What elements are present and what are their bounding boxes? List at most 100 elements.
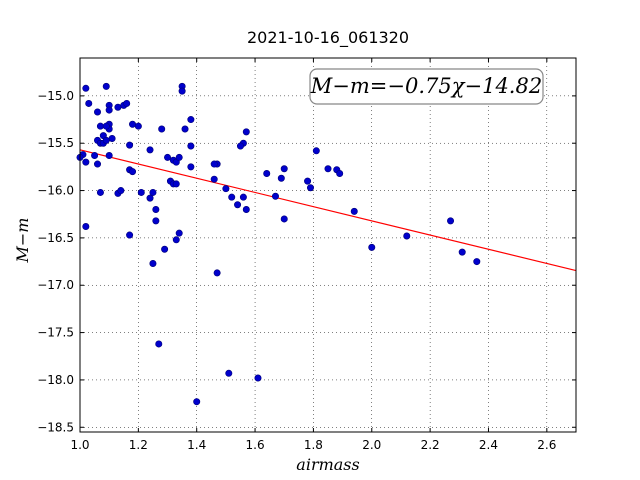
scatter-point: [225, 369, 233, 377]
y-tick-label: −18.0: [37, 373, 74, 387]
scatter-point: [82, 223, 90, 231]
scatter-point: [129, 120, 137, 128]
scatter-point: [187, 142, 195, 150]
scatter-point: [277, 174, 285, 182]
y-axis-ticks: −15.0 −15.5 −16.0 −16.5 −17.0 −17.5 −18.0 −18.5: [37, 89, 576, 434]
scatter-point: [108, 134, 116, 142]
fit-annotation: M−m=−0.75χ−14.82: [309, 68, 544, 105]
scatter-point: [304, 177, 312, 185]
scatter-point: [96, 188, 104, 196]
scatter-point: [82, 158, 90, 166]
scatter-point: [213, 269, 221, 277]
scatter-point: [161, 245, 169, 253]
scatter-point: [105, 106, 113, 114]
scatter-point: [187, 163, 195, 171]
scatter-point: [102, 136, 110, 144]
x-tick-label: 1.4: [187, 438, 206, 452]
scatter-point: [368, 243, 376, 251]
scatter-point: [94, 108, 102, 116]
scatter-point: [126, 141, 134, 149]
scatter-point: [181, 125, 189, 133]
scatter-point: [193, 398, 201, 406]
x-tick-label: 2.2: [421, 438, 440, 452]
scatter-point: [91, 152, 99, 160]
scatter-point: [137, 188, 145, 196]
scatter-point: [94, 160, 102, 168]
scatter-point: [280, 215, 288, 223]
scatter-point: [236, 142, 244, 150]
x-tick-label: 2.0: [362, 438, 381, 452]
scatter-point: [102, 122, 110, 130]
scatter-point: [178, 87, 186, 95]
scatter-point: [254, 374, 262, 382]
scatter-point: [306, 184, 314, 192]
scatter-point: [82, 84, 90, 92]
scatter-point: [164, 153, 172, 161]
scatter-point: [102, 82, 110, 90]
x-tick-label: 1.8: [304, 438, 323, 452]
y-tick-label: −16.0: [37, 184, 74, 198]
scatter-point: [350, 207, 358, 215]
x-tick-label: 1.6: [246, 438, 265, 452]
scatter-point: [155, 340, 163, 348]
y-tick-label: −17.0: [37, 278, 74, 292]
y-tick-label: −17.5: [37, 326, 74, 340]
chart-title: 2021-10-16_061320: [247, 28, 409, 48]
scatter-point: [458, 248, 466, 256]
scatter-point: [126, 231, 134, 239]
y-tick-label: −15.0: [37, 89, 74, 103]
scatter-point: [172, 236, 180, 244]
x-tick-label: 1.0: [70, 438, 89, 452]
annotation-text: M−m=−0.75χ−14.82: [310, 74, 542, 98]
y-axis-label: M−m: [13, 218, 32, 264]
scatter-point: [172, 180, 180, 188]
y-tick-label: −15.5: [37, 136, 74, 150]
scatter-point: [234, 201, 242, 209]
data-points: [76, 82, 481, 406]
scatter-point: [271, 192, 279, 200]
scatter-point: [146, 194, 154, 202]
scatter-point: [228, 193, 236, 201]
scatter-point: [134, 122, 142, 130]
scatter-point: [85, 99, 93, 107]
scatter-point: [187, 116, 195, 124]
scatter-point: [242, 205, 250, 213]
scatter-point: [336, 170, 344, 178]
scatter-point: [114, 103, 122, 111]
scatter-point: [129, 168, 137, 176]
scatter-point: [210, 175, 218, 183]
scatter-point: [152, 217, 160, 225]
scatter-point: [117, 187, 125, 195]
x-axis-ticks: 1.0 1.2 1.4 1.6 1.8 2.0 2.2 2.4 2.6: [70, 58, 556, 452]
scatter-point: [210, 160, 218, 168]
scatter-point: [239, 193, 247, 201]
y-tick-label: −18.5: [37, 420, 74, 434]
fit-line: [79, 149, 577, 272]
scatter-point: [447, 217, 455, 225]
scatter-point: [152, 205, 160, 213]
scatter-point: [175, 153, 183, 161]
scatter-point: [324, 165, 332, 173]
scatter-point: [312, 147, 320, 155]
fit-line-path: [79, 149, 577, 272]
scatter-point: [263, 170, 271, 178]
x-tick-label: 2.4: [479, 438, 498, 452]
y-tick-label: −16.5: [37, 231, 74, 245]
scatter-point: [242, 128, 250, 136]
scatter-point: [123, 99, 131, 107]
x-tick-label: 1.2: [129, 438, 148, 452]
scatter-point: [403, 232, 411, 240]
x-tick-label: 2.6: [537, 438, 556, 452]
scatter-point: [280, 165, 288, 173]
scatter-point: [175, 229, 183, 237]
scatter-point: [222, 185, 230, 193]
x-axis-label: airmass: [296, 455, 359, 474]
scatter-point: [149, 188, 157, 196]
scatter-point: [158, 125, 166, 133]
scatter-point: [105, 152, 113, 160]
plot-frame: [79, 57, 577, 433]
scatter-point: [473, 258, 481, 266]
scatter-point: [149, 259, 157, 267]
scatter-point: [146, 146, 154, 154]
